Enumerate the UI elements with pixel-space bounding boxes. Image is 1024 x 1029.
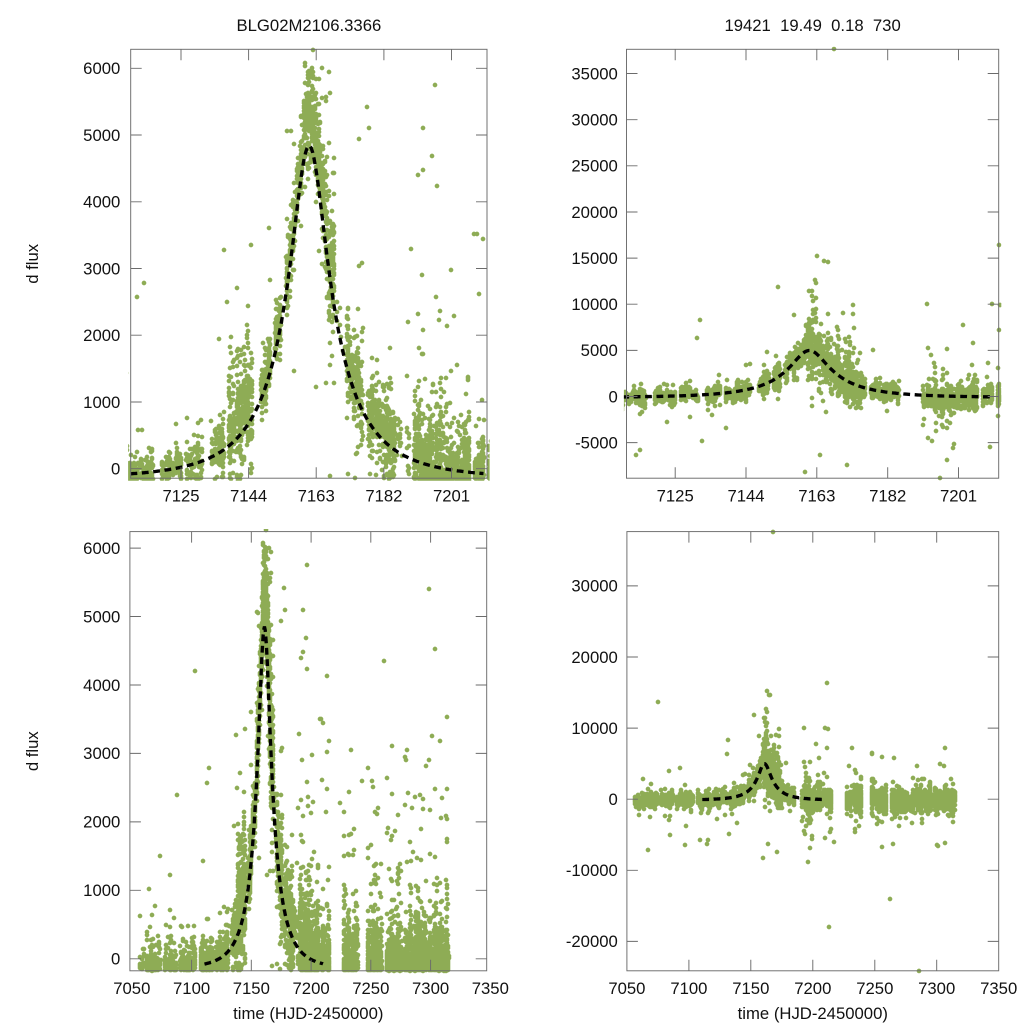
svg-text:2000: 2000 bbox=[83, 813, 120, 832]
svg-text:7163: 7163 bbox=[798, 486, 835, 505]
svg-text:7250: 7250 bbox=[352, 979, 389, 998]
svg-text:0: 0 bbox=[111, 950, 120, 969]
svg-text:time (HJD-2450000): time (HJD-2450000) bbox=[233, 1004, 383, 1023]
svg-text:7250: 7250 bbox=[856, 979, 893, 998]
svg-text:5000: 5000 bbox=[83, 607, 120, 626]
svg-text:7050: 7050 bbox=[113, 979, 150, 998]
svg-text:7182: 7182 bbox=[869, 486, 906, 505]
svg-text:7350: 7350 bbox=[980, 979, 1017, 998]
svg-text:5000: 5000 bbox=[83, 126, 120, 145]
svg-text:4000: 4000 bbox=[83, 193, 120, 212]
svg-text:d flux: d flux bbox=[23, 243, 42, 284]
svg-text:6000: 6000 bbox=[83, 59, 120, 78]
svg-text:0: 0 bbox=[609, 790, 618, 809]
svg-text:3000: 3000 bbox=[83, 744, 120, 763]
svg-text:20000: 20000 bbox=[571, 648, 617, 667]
svg-text:2000: 2000 bbox=[83, 326, 120, 345]
svg-text:6000: 6000 bbox=[83, 539, 120, 558]
svg-text:-5000: -5000 bbox=[575, 433, 618, 452]
svg-text:25000: 25000 bbox=[571, 157, 617, 176]
svg-text:BLG02M2106.3366: BLG02M2106.3366 bbox=[237, 16, 382, 35]
svg-text:7125: 7125 bbox=[162, 486, 199, 505]
svg-text:1000: 1000 bbox=[83, 881, 120, 900]
svg-text:30000: 30000 bbox=[571, 577, 617, 596]
svg-text:7201: 7201 bbox=[433, 486, 470, 505]
svg-text:20000: 20000 bbox=[571, 203, 617, 222]
svg-text:d flux: d flux bbox=[23, 731, 42, 772]
svg-text:35000: 35000 bbox=[571, 64, 617, 83]
svg-text:3000: 3000 bbox=[83, 259, 120, 278]
svg-text:7200: 7200 bbox=[794, 979, 831, 998]
svg-text:-10000: -10000 bbox=[566, 861, 618, 880]
svg-text:5000: 5000 bbox=[581, 341, 618, 360]
svg-text:7201: 7201 bbox=[940, 486, 977, 505]
svg-text:0: 0 bbox=[609, 387, 618, 406]
svg-text:7125: 7125 bbox=[657, 486, 694, 505]
svg-text:-20000: -20000 bbox=[566, 932, 618, 951]
svg-text:30000: 30000 bbox=[571, 111, 617, 130]
svg-text:7300: 7300 bbox=[412, 979, 449, 998]
svg-text:7150: 7150 bbox=[233, 979, 270, 998]
svg-text:time (HJD-2450000): time (HJD-2450000) bbox=[738, 1004, 888, 1023]
svg-text:7144: 7144 bbox=[230, 486, 267, 505]
svg-text:10000: 10000 bbox=[571, 295, 617, 314]
svg-text:10000: 10000 bbox=[571, 719, 617, 738]
svg-text:1000: 1000 bbox=[83, 393, 120, 412]
svg-text:7350: 7350 bbox=[472, 979, 509, 998]
svg-text:15000: 15000 bbox=[571, 249, 617, 268]
svg-text:7150: 7150 bbox=[732, 979, 769, 998]
svg-text:7100: 7100 bbox=[173, 979, 210, 998]
svg-text:4000: 4000 bbox=[83, 676, 120, 695]
svg-text:7050: 7050 bbox=[608, 979, 645, 998]
svg-text:7182: 7182 bbox=[365, 486, 402, 505]
svg-text:7300: 7300 bbox=[918, 979, 955, 998]
svg-text:7163: 7163 bbox=[298, 486, 335, 505]
svg-text:7200: 7200 bbox=[293, 979, 330, 998]
svg-text:7100: 7100 bbox=[670, 979, 707, 998]
svg-text:0: 0 bbox=[111, 460, 120, 479]
svg-text:7144: 7144 bbox=[727, 486, 764, 505]
svg-text:19421 19.49 0.18 730: 19421 19.49 0.18 730 bbox=[724, 16, 900, 35]
